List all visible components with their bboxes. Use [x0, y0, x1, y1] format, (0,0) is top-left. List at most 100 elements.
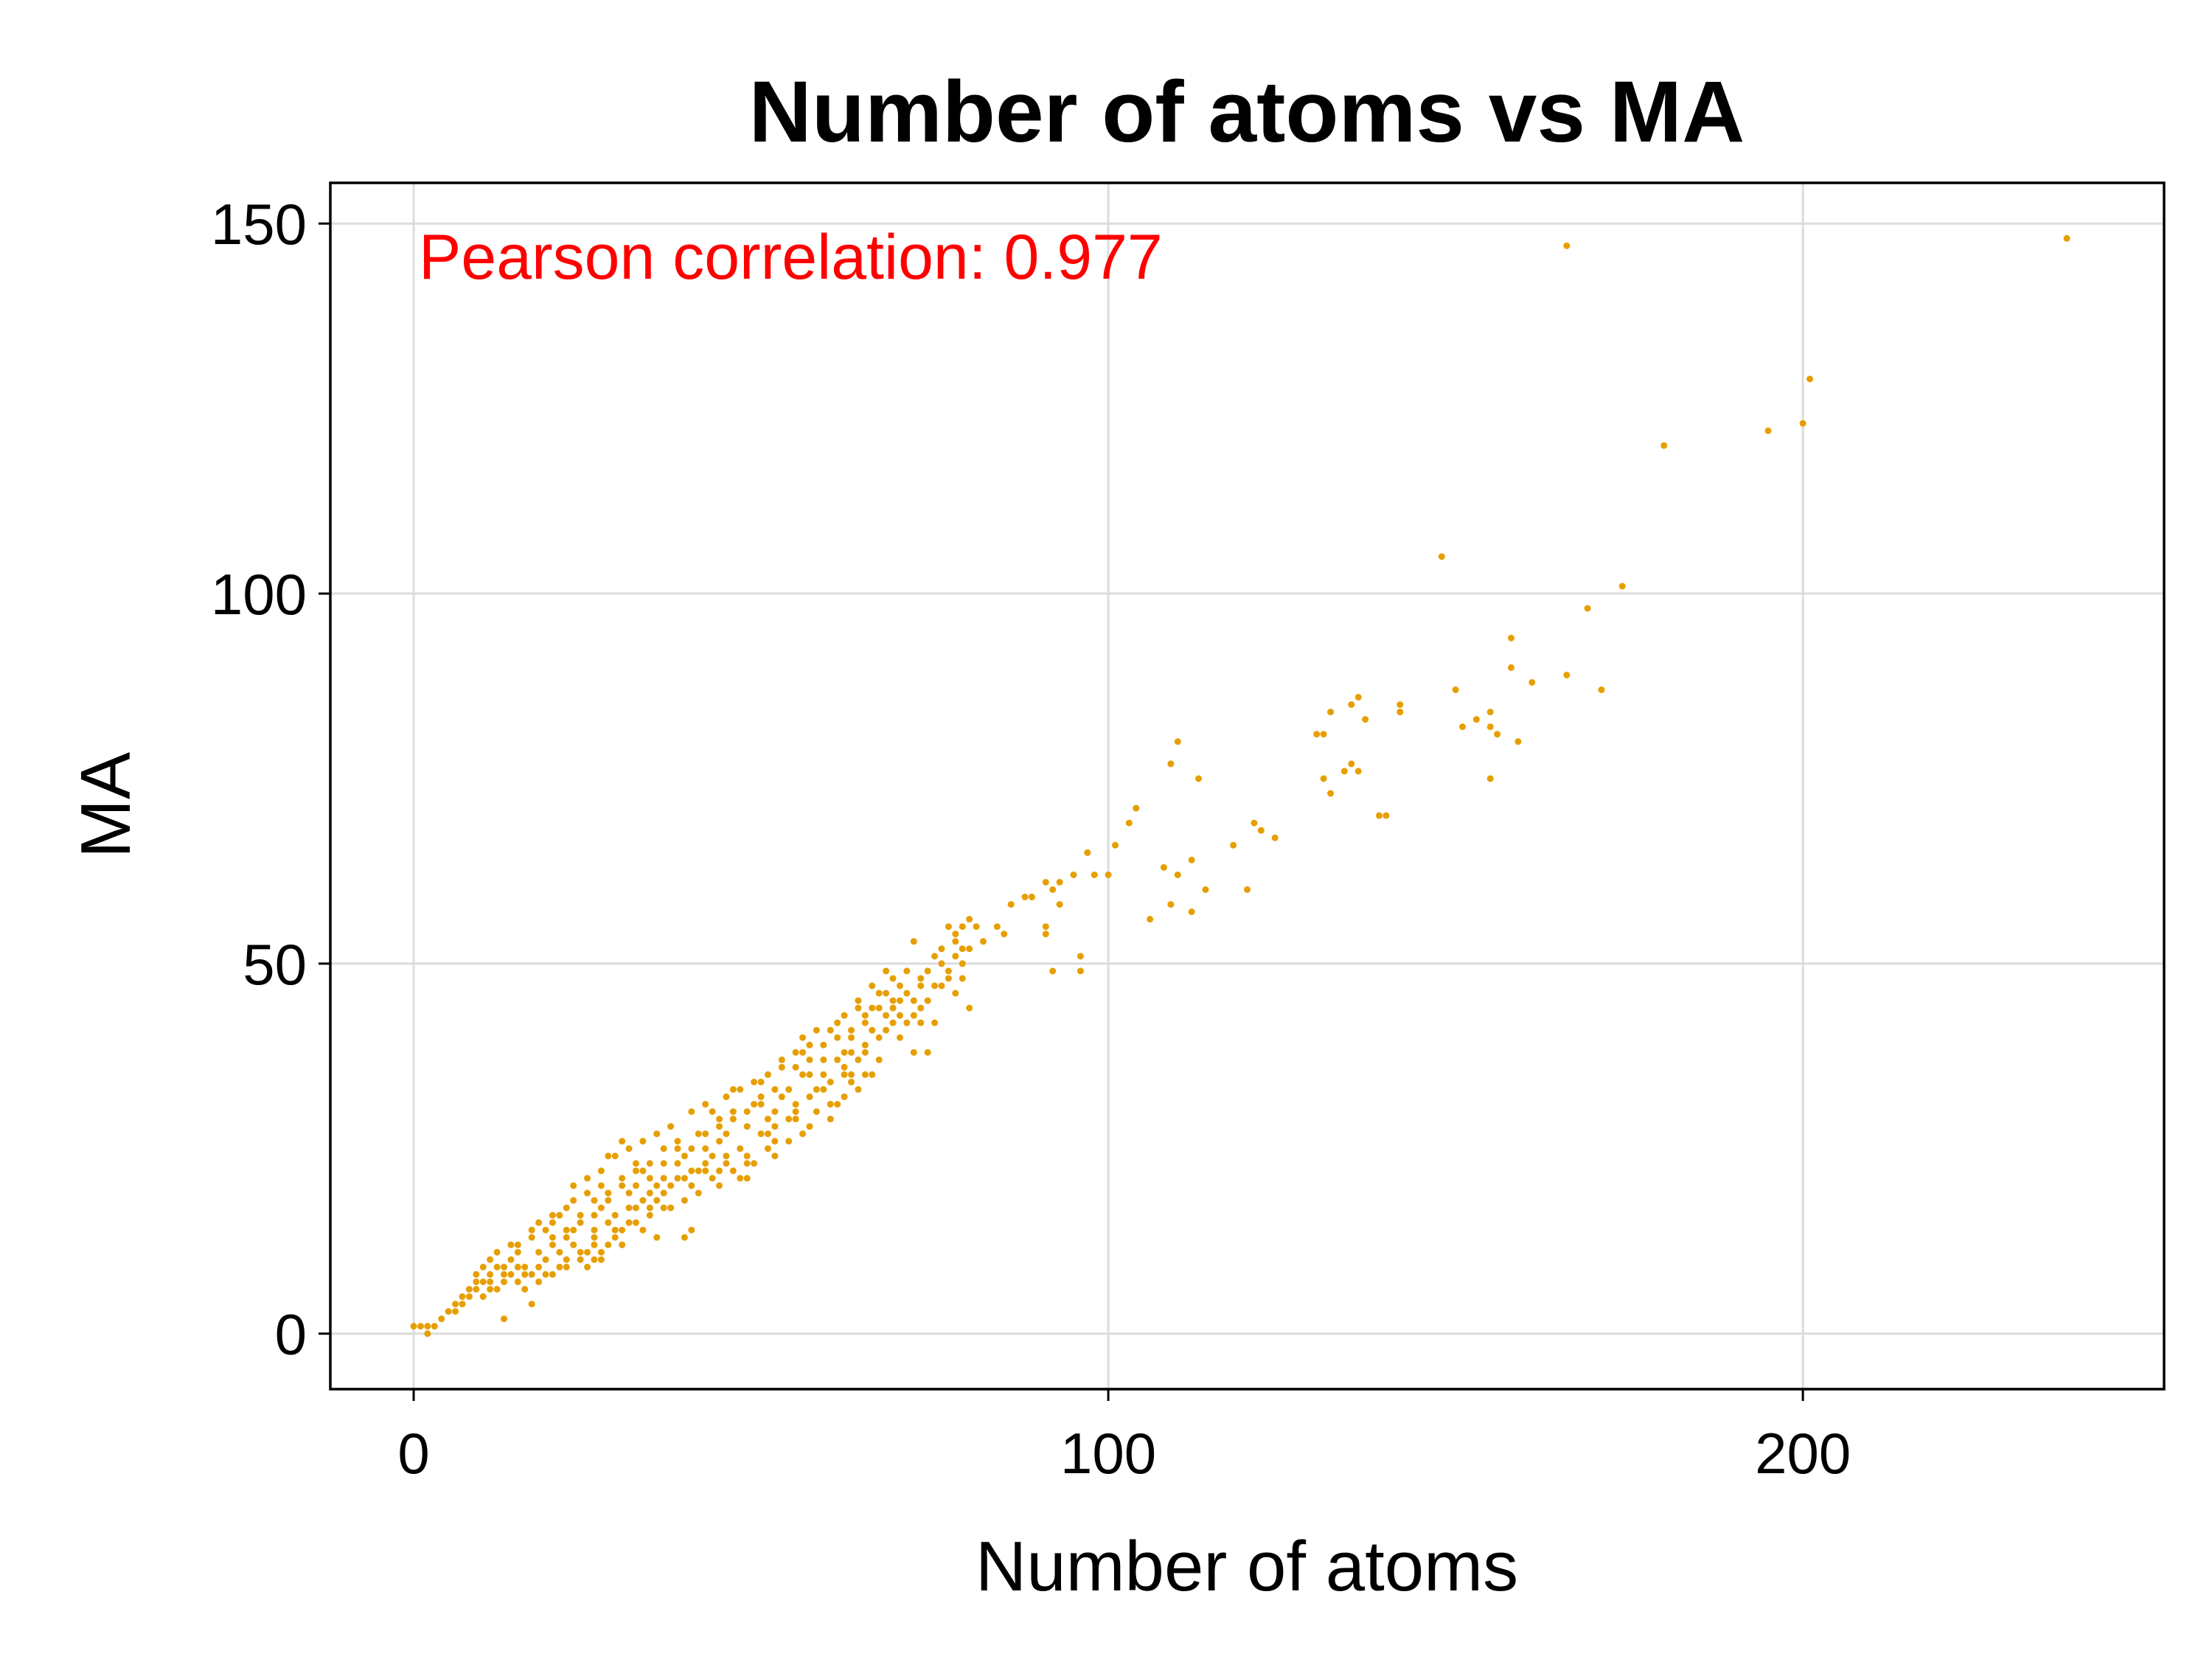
data-point — [633, 1182, 639, 1189]
data-point — [556, 1248, 563, 1256]
data-point — [917, 982, 925, 990]
data-point — [820, 1041, 827, 1048]
data-point — [764, 1130, 771, 1138]
data-point — [633, 1167, 639, 1175]
data-point — [570, 1226, 577, 1234]
data-point — [639, 1167, 647, 1175]
data-point — [1167, 760, 1175, 768]
data-point — [646, 1211, 653, 1219]
data-point — [473, 1286, 480, 1293]
data-point — [653, 1197, 661, 1204]
data-point — [883, 967, 890, 975]
data-point — [424, 1330, 431, 1338]
y-axis-label: MA — [66, 752, 145, 858]
data-point — [1230, 841, 1237, 849]
data-point — [743, 1160, 751, 1167]
data-point — [702, 1130, 709, 1138]
data-point — [799, 1034, 807, 1041]
data-point — [910, 1012, 917, 1019]
data-point — [549, 1234, 556, 1241]
data-point — [625, 1204, 633, 1211]
data-point — [1340, 768, 1348, 775]
data-point — [660, 1189, 667, 1197]
data-point — [1397, 701, 1404, 709]
data-point — [570, 1241, 577, 1248]
data-point — [1188, 908, 1195, 916]
data-point — [577, 1256, 584, 1263]
data-point — [757, 1078, 765, 1085]
data-point — [875, 1034, 883, 1041]
data-point — [1514, 738, 1522, 745]
data-point — [660, 1204, 667, 1211]
data-point — [757, 1093, 765, 1101]
data-point — [660, 1145, 667, 1152]
data-point — [619, 1138, 626, 1145]
data-point — [875, 990, 883, 997]
data-point — [723, 1160, 730, 1167]
data-point — [889, 1004, 897, 1012]
data-point — [577, 1219, 584, 1226]
data-point — [931, 953, 939, 960]
data-point — [1563, 671, 1571, 678]
data-point — [896, 982, 903, 990]
data-point — [591, 1234, 598, 1241]
data-point — [792, 1101, 799, 1108]
data-point — [493, 1263, 501, 1270]
data-point — [611, 1234, 619, 1241]
data-point — [959, 960, 966, 967]
data-point — [1042, 878, 1049, 886]
data-point — [1105, 871, 1112, 878]
data-point — [827, 1101, 834, 1108]
data-point — [695, 1167, 702, 1175]
y-tick-label: 100 — [211, 562, 307, 627]
data-point — [1354, 694, 1362, 701]
data-point — [1251, 819, 1258, 827]
data-point — [813, 1108, 820, 1116]
data-point — [501, 1315, 508, 1323]
data-point — [855, 1056, 862, 1063]
data-point — [528, 1270, 535, 1278]
data-point — [542, 1226, 549, 1234]
data-point — [841, 1012, 848, 1019]
data-point — [1507, 634, 1514, 641]
data-point — [619, 1175, 626, 1182]
data-point — [771, 1123, 779, 1130]
data-point — [493, 1286, 501, 1293]
data-point — [611, 1226, 619, 1234]
grid-layer — [330, 183, 2164, 1389]
data-point — [751, 1160, 758, 1167]
data-point — [952, 931, 959, 938]
data-point — [959, 945, 966, 953]
data-point — [841, 1063, 848, 1071]
data-point — [688, 1145, 695, 1152]
data-point — [1327, 709, 1335, 716]
data-point — [764, 1116, 771, 1123]
data-point — [653, 1234, 661, 1241]
data-point — [861, 1012, 869, 1019]
data-point — [785, 1116, 793, 1123]
x-axis-label: Number of atoms — [975, 1527, 1518, 1606]
x-tick-label: 200 — [1755, 1421, 1851, 1486]
data-point — [465, 1286, 473, 1293]
data-point — [1077, 967, 1084, 975]
data-point — [1174, 738, 1181, 745]
data-point — [487, 1286, 494, 1293]
data-point — [806, 1093, 813, 1101]
data-point — [903, 967, 911, 975]
data-point — [903, 990, 911, 997]
data-point — [1133, 804, 1140, 812]
data-point — [487, 1278, 494, 1285]
data-point — [820, 1071, 827, 1078]
data-point — [563, 1204, 570, 1211]
data-point — [869, 982, 876, 990]
data-point — [639, 1197, 647, 1204]
data-point — [625, 1189, 633, 1197]
data-point — [869, 1004, 876, 1012]
data-point — [827, 1026, 834, 1034]
data-point — [549, 1270, 556, 1278]
data-point — [938, 982, 945, 990]
data-point — [792, 1048, 799, 1056]
data-point — [910, 997, 917, 1004]
data-point — [528, 1234, 535, 1241]
data-point — [605, 1152, 612, 1160]
